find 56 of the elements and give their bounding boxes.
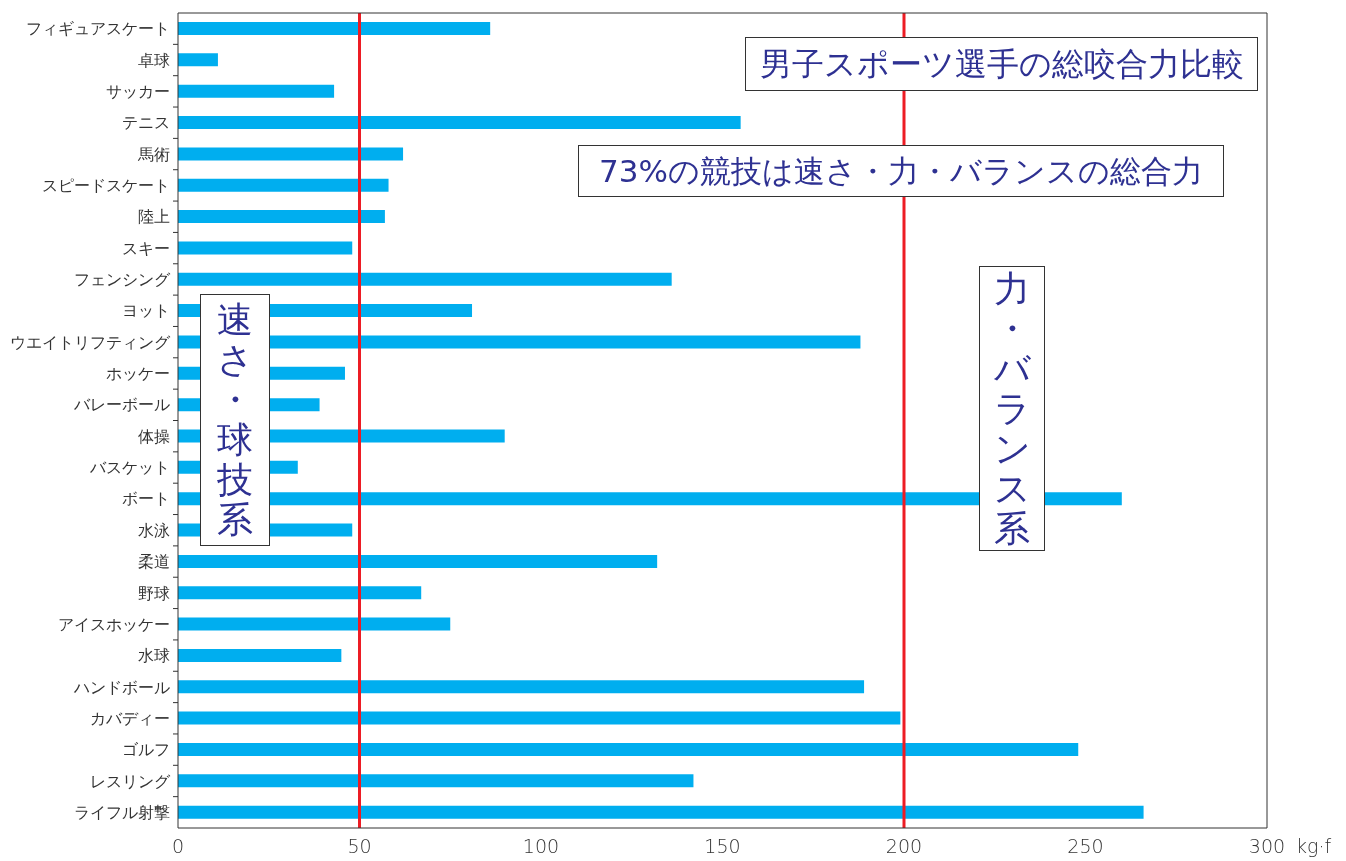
y-tick-label: スピードスケート bbox=[42, 176, 170, 195]
bar bbox=[178, 241, 353, 255]
bar bbox=[178, 53, 218, 67]
annotation: 速さ・球技系 bbox=[216, 299, 254, 540]
y-tick-label: 陸上 bbox=[138, 207, 170, 227]
y-tick-label: ゴルフ bbox=[122, 740, 170, 760]
bar bbox=[178, 711, 901, 725]
y-tick-label: フェンシング bbox=[74, 270, 171, 290]
y-tick-label: 野球 bbox=[138, 583, 170, 603]
y-tick-label: ハンドボール bbox=[73, 677, 170, 697]
y-tick-label: スキー bbox=[122, 238, 170, 258]
bar bbox=[178, 554, 658, 568]
y-tick-label: 卓球 bbox=[138, 50, 170, 70]
bar bbox=[178, 210, 385, 224]
y-tick-label: レスリング bbox=[90, 771, 171, 791]
annotation: 73%の競技は速さ・力・バランスの総合力 bbox=[599, 152, 1203, 189]
x-tick-label: 50 bbox=[347, 835, 372, 858]
bar bbox=[178, 617, 451, 631]
y-tick-label: バレーボール bbox=[73, 395, 170, 415]
x-tick-label: 300 bbox=[1248, 835, 1286, 858]
bar bbox=[178, 116, 741, 130]
x-tick-label: 150 bbox=[704, 835, 741, 858]
bar bbox=[178, 272, 672, 286]
y-tick-label: サッカー bbox=[106, 81, 170, 101]
y-tick-label: ボート bbox=[122, 489, 170, 509]
y-tick-label: バスケット bbox=[89, 458, 170, 478]
bar bbox=[178, 22, 491, 35]
bar bbox=[178, 84, 335, 98]
x-tick-label: 0 bbox=[171, 835, 185, 858]
y-tick-label: ウエイトリフティング bbox=[10, 332, 171, 352]
y-tick-label: 水泳 bbox=[138, 520, 170, 540]
x-tick-label: 100 bbox=[522, 835, 560, 858]
x-axis-title: kg·f bbox=[1296, 835, 1332, 857]
bar bbox=[178, 774, 694, 788]
y-tick-label: ヨット bbox=[122, 301, 170, 321]
bar bbox=[178, 147, 404, 161]
y-tick-label: ホッケー bbox=[106, 364, 170, 384]
x-tick-label: 250 bbox=[1067, 835, 1104, 858]
bar bbox=[178, 680, 865, 694]
annotation: 力・バランス系 bbox=[993, 267, 1031, 549]
y-tick-label: テニス bbox=[122, 113, 170, 133]
bar bbox=[178, 178, 389, 192]
y-tick-label: 柔道 bbox=[138, 552, 170, 572]
y-tick-label: ライフル射撃 bbox=[74, 802, 170, 822]
bar bbox=[178, 586, 422, 600]
y-tick-label: 馬術 bbox=[137, 144, 170, 164]
x-tick-label: 200 bbox=[885, 835, 923, 858]
bar bbox=[178, 648, 342, 662]
bar bbox=[178, 805, 1144, 819]
text: 男子スポーツ選手の総咬合力比較 bbox=[759, 45, 1244, 83]
y-tick-label: アイスホッケー bbox=[58, 614, 170, 634]
bar bbox=[178, 742, 1079, 756]
y-tick-label: カバディー bbox=[90, 708, 170, 728]
y-tick-label: 水球 bbox=[138, 646, 170, 666]
y-tick-label: 体操 bbox=[138, 426, 170, 446]
y-tick-label: フィギュアスケート bbox=[26, 19, 170, 39]
